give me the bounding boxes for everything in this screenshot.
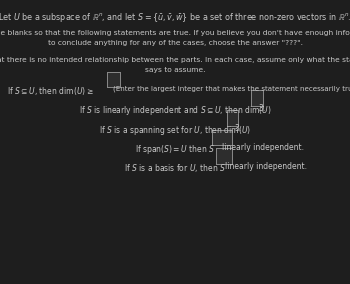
Text: If $S$ is linearly independent and $S \subseteq U$, then $\dim(U)$: If $S$ is linearly independent and $S \s… [79,104,271,117]
Text: 3.: 3. [258,104,266,113]
Text: If $S$ is a basis for $U$, then $S$: If $S$ is a basis for $U$, then $S$ [124,162,226,174]
Text: If $S \subseteq U$, then $\dim(U) \geq$: If $S \subseteq U$, then $\dim(U) \geq$ [7,85,94,97]
Text: If $\mathrm{span}(S) = U$ then $S$: If $\mathrm{span}(S) = U$ then $S$ [135,143,215,156]
Text: linearly independent.: linearly independent. [222,143,304,153]
Text: If $S$ is a spanning set for $U$, then $\dim(U)$: If $S$ is a spanning set for $U$, then $… [99,124,251,137]
Text: Fill in the blanks so that the following statements are true. If you believe you: Fill in the blanks so that the following… [0,30,350,36]
Text: (Enter the largest integer that makes the statement necessarily true.): (Enter the largest integer that makes th… [113,85,350,92]
Text: Note that there is no intended relationship between the parts. In each case, ass: Note that there is no intended relations… [0,57,350,63]
Text: linearly independent.: linearly independent. [225,162,307,171]
Text: to conclude anything for any of the cases, choose the answer "???".: to conclude anything for any of the case… [48,40,302,46]
Text: Let $U$ be a subspace of $\mathbb{R}^n$, and let $S = \{\bar{u}, \bar{v}, \bar{w: Let $U$ be a subspace of $\mathbb{R}^n$,… [0,11,350,24]
Text: 3.: 3. [234,124,241,133]
Text: says to assume.: says to assume. [145,67,205,73]
